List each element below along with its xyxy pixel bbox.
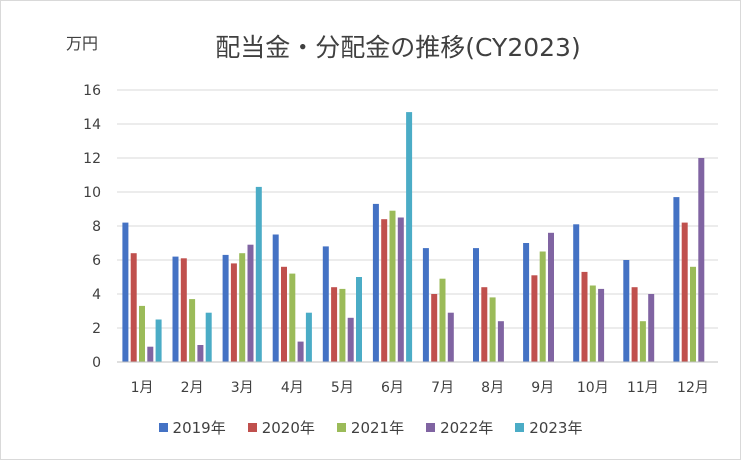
legend-item: 2022年: [426, 417, 493, 438]
x-tick-label: 12月: [677, 380, 709, 396]
bar-2020年-12月: [681, 222, 688, 362]
bar-2022年-5月: [347, 317, 354, 362]
bar-2021年-4月: [289, 273, 296, 362]
legend-swatch: [247, 423, 257, 432]
legend-label: 2019年: [172, 419, 226, 437]
x-tick-label: 3月: [231, 380, 254, 396]
bar-2019年-7月: [422, 248, 429, 362]
bar-2020年-9月: [531, 275, 538, 362]
bar-2019年-6月: [372, 203, 379, 362]
bar-2021年-3月: [239, 253, 246, 362]
x-tick-label: 8月: [481, 380, 504, 396]
legend-label: 2022年: [440, 419, 494, 437]
bar-2022年-12月: [698, 158, 705, 362]
bar-2022年-2月: [197, 345, 204, 362]
bar-2022年-3月: [247, 244, 254, 362]
bar-2021年-7月: [439, 278, 446, 362]
legend-item: 2019年: [158, 417, 226, 438]
y-tick-label: 6: [92, 253, 101, 269]
y-tick-label: 10: [83, 185, 101, 201]
y-tick-label: 4: [92, 287, 101, 303]
bar-2021年-10月: [589, 285, 596, 362]
bar-2019年-12月: [673, 197, 680, 362]
y-tick-label: 16: [83, 83, 101, 99]
legend-label: 2023年: [529, 419, 583, 437]
bar-2020年-5月: [331, 287, 338, 362]
bar-2023年-2月: [205, 312, 212, 362]
legend-swatch: [336, 423, 346, 432]
bar-2020年-7月: [431, 294, 438, 362]
bar-2020年-8月: [481, 287, 488, 362]
y-tick-label: 14: [83, 117, 101, 133]
x-tick-label: 9月: [531, 380, 554, 396]
bar-2021年-2月: [189, 299, 196, 362]
bar-2022年-7月: [447, 312, 454, 362]
bar-2022年-1月: [147, 346, 154, 362]
bar-2021年-8月: [489, 297, 496, 362]
x-tick-label: 1月: [131, 380, 154, 396]
bar-2021年-1月: [139, 305, 145, 362]
bar-2022年-11月: [648, 294, 655, 362]
bar-2021年-6月: [389, 210, 396, 362]
bar-2023年-5月: [356, 277, 362, 362]
x-tick-label: 10月: [577, 380, 609, 396]
legend-swatch: [426, 423, 436, 432]
bar-2019年-11月: [623, 260, 630, 362]
y-tick-label: 12: [83, 151, 101, 167]
x-tick-label: 5月: [331, 380, 354, 396]
y-tick-label: 2: [92, 321, 101, 337]
legend-item: 2023年: [515, 417, 582, 438]
chart-legend: 2019年 2020年 2021年 2022年 2023年: [0, 417, 741, 438]
y-axis-unit-label: 万円: [66, 34, 99, 53]
bar-2019年-10月: [573, 224, 580, 362]
legend-swatch: [158, 423, 168, 432]
bar-2020年-3月: [230, 263, 237, 362]
legend-item: 2020年: [247, 417, 315, 438]
bar-2022年-4月: [297, 341, 304, 362]
bar-2020年-2月: [180, 258, 187, 362]
bar-2023年-3月: [255, 186, 262, 362]
bar-2020年-10月: [581, 271, 588, 362]
y-tick-label: 0: [92, 355, 101, 371]
chart-title: 配当金・分配金の推移(CY2023): [215, 33, 581, 62]
y-tick-label: 8: [92, 219, 101, 235]
bar-2023年-1月: [155, 319, 162, 362]
x-tick-label: 11月: [627, 380, 659, 396]
legend-label: 2021年: [350, 419, 405, 437]
x-tick-label: 6月: [381, 380, 404, 396]
bar-2019年-1月: [122, 222, 129, 362]
x-tick-label: 7月: [431, 380, 454, 396]
bar-2020年-6月: [381, 219, 388, 362]
bar-2019年-5月: [322, 246, 329, 362]
bar-2021年-5月: [339, 288, 346, 362]
x-tick-label: 4月: [281, 380, 304, 396]
bar-2023年-4月: [305, 312, 312, 362]
bar-2020年-11月: [631, 287, 638, 362]
bar-2022年-10月: [598, 288, 605, 362]
bar-2023年-6月: [406, 112, 413, 362]
bar-2020年-4月: [281, 266, 287, 362]
bar-2019年-3月: [222, 254, 229, 362]
bar-2021年-12月: [690, 266, 696, 362]
bar-2019年-4月: [272, 234, 279, 362]
bar-2022年-9月: [548, 232, 554, 362]
bar-2020年-1月: [130, 253, 137, 362]
bar-2022年-6月: [397, 217, 404, 362]
bar-2022年-8月: [497, 321, 504, 362]
bar-2021年-11月: [639, 321, 646, 362]
legend-swatch: [515, 423, 525, 432]
bar-2019年-8月: [473, 248, 479, 362]
x-tick-label: 2月: [181, 380, 204, 396]
bar-2019年-2月: [172, 256, 179, 362]
legend-label: 2020年: [261, 419, 315, 437]
bar-2021年-9月: [539, 251, 546, 362]
legend-item: 2021年: [336, 417, 405, 438]
bar-2019年-9月: [523, 243, 530, 362]
